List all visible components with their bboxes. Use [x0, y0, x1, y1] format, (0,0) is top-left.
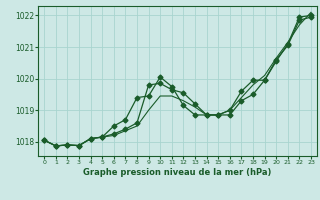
X-axis label: Graphe pression niveau de la mer (hPa): Graphe pression niveau de la mer (hPa)	[84, 168, 272, 177]
